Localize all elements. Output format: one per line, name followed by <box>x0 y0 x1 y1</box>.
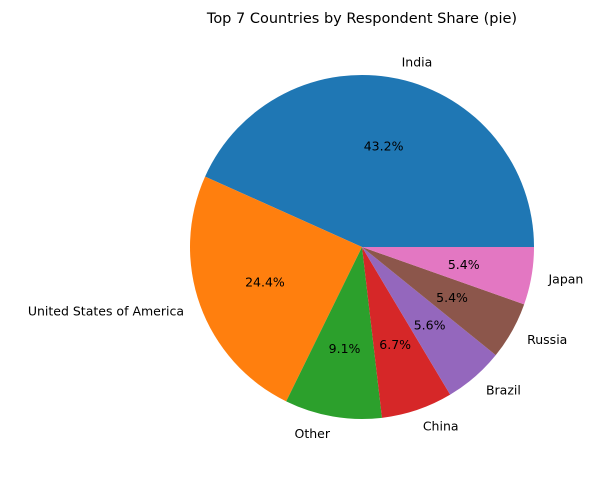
pie-percent-label-china: 6.7% <box>379 337 411 352</box>
pie-category-label-india: India <box>402 54 433 69</box>
pie-slice-other <box>286 247 382 419</box>
chart-title: Top 7 Countries by Respondent Share (pie… <box>206 11 517 27</box>
pie-category-labels: India United States of America Other China B… <box>28 54 584 440</box>
pie-percent-label-japan: 5.4% <box>448 257 480 272</box>
pie-category-label-china: China <box>423 419 459 434</box>
pie-percent-label-india: 43.2% <box>364 139 404 154</box>
pie-slice-brazil <box>362 247 496 395</box>
pie-slice-japan <box>362 247 534 305</box>
pie-category-label-japan: Japan <box>547 272 583 287</box>
pie-percent-label-brazil: 5.6% <box>414 317 446 332</box>
pie-category-label-brazil: Brazil <box>486 382 521 397</box>
pie-slices <box>189 74 534 419</box>
pie-percent-label-russia: 5.4% <box>436 290 468 305</box>
pie-percent-label-united-states-of-america: 24.4% <box>245 275 285 290</box>
pie-slice-united-states-of-america <box>189 176 362 402</box>
pie-percent-label-other: 9.1% <box>329 341 361 356</box>
pie-category-label-united-states-of-america: United States of America <box>28 304 184 319</box>
pie-slice-india <box>205 74 534 247</box>
pie-slice-russia <box>362 247 525 356</box>
pie-percent-labels: 43.2% 24.4% 9.1% 6.7%5.6% 5.4% 5.4% <box>245 139 480 357</box>
pie-slice-china <box>362 247 451 418</box>
pie-category-label-russia: Russia <box>527 332 567 347</box>
pie-category-label-other: Other <box>294 426 330 441</box>
